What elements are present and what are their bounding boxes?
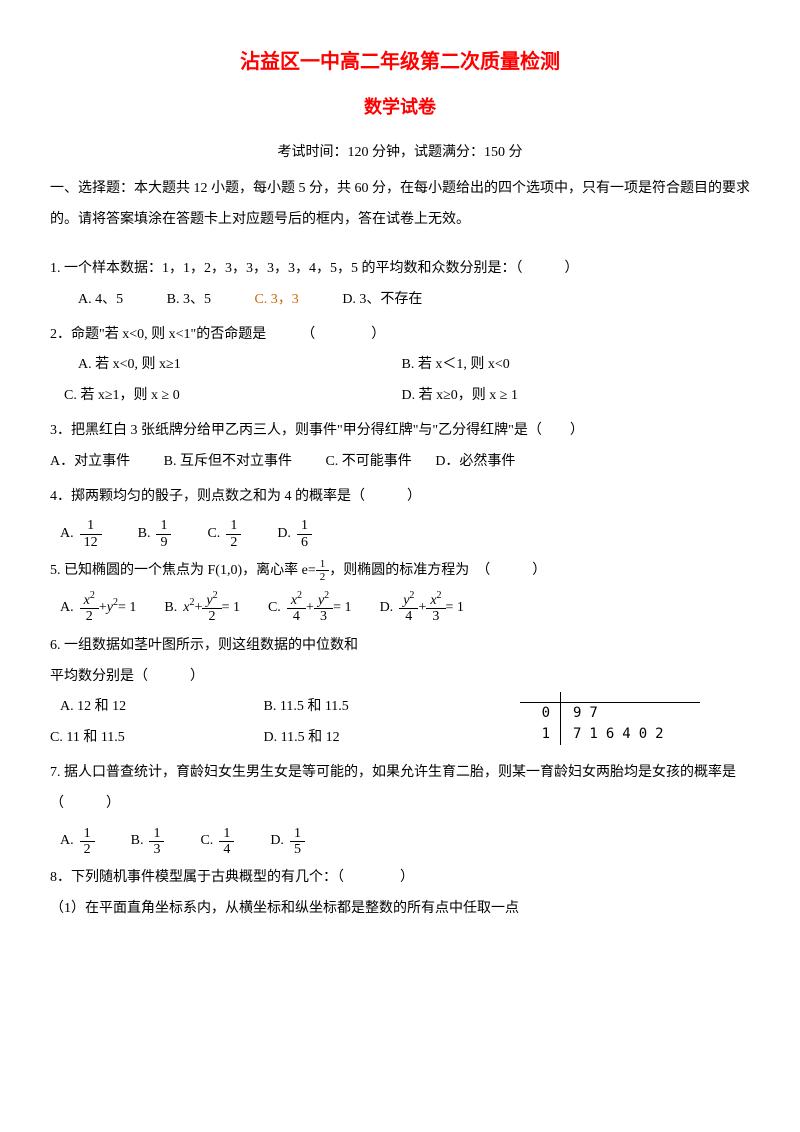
q7-optD-lbl: D. (270, 826, 284, 857)
q6-text1: 6. 一组数据如茎叶图所示，则这组数据的中位数和 (50, 631, 750, 662)
q5-text-b: ，则椭圆的标准方程为 （ ） (329, 563, 546, 578)
q7D-num: 1 (290, 826, 305, 842)
q5D-lbl: D. (380, 593, 394, 624)
q6: 6. 一组数据如茎叶图所示，则这组数据的中位数和 平均数分别是（ ） A. 12… (50, 631, 750, 754)
q7-optB-lbl: B. (131, 826, 144, 857)
q5B-lbl: B. (164, 593, 177, 624)
q4-optC-lbl: C. (207, 519, 220, 550)
q2-optC: C. 若 x≥1，则 x ≥ 0 (64, 381, 358, 412)
q5C-lbl: C. (268, 593, 281, 624)
q2-optB: B. 若 x＜1, 则 x<0 (402, 350, 510, 381)
q2-options: A. 若 x<0, 则 x≥1 B. 若 x＜1, 则 x<0 (78, 350, 750, 381)
q8-text: 8．下列随机事件模型属于古典概型的有几个：（ ） (50, 863, 750, 894)
q4C-den: 2 (226, 535, 241, 550)
q4-optB-lbl: B. (138, 519, 151, 550)
stem-leaf-plot: 097 1716402 (520, 692, 700, 745)
q6-optB: B. 11.5 和 11.5 (264, 692, 349, 723)
title-line2: 数学试卷 (50, 88, 750, 128)
q5A-lbl: A. (60, 593, 74, 624)
leaf-0: 97 (561, 703, 606, 724)
q7A-den: 2 (80, 842, 95, 857)
q7: 7. 据人口普查统计，育龄妇女生男生女是等可能的，如果允许生育二胎，则某一育龄妇… (50, 758, 750, 857)
q4B-num: 1 (156, 518, 171, 534)
q7-optA-lbl: A. (60, 826, 74, 857)
q3: 3．把黑红白 3 张纸牌分给甲乙丙三人，则事件"甲分得红牌"与"乙分得红牌"是（… (50, 416, 750, 478)
section-intro: 一、选择题：本大题共 12 小题，每小题 5 分，共 60 分，在每小题给出的四… (50, 174, 750, 236)
stem-1: 1 (520, 724, 561, 745)
q7B-num: 1 (149, 826, 164, 842)
q3-optB: B. 互斥但不对立事件 (164, 447, 292, 478)
q4A-den: 12 (80, 535, 102, 550)
q5-optA: A. x22 + y2 = 1 (60, 593, 136, 625)
q3-optA: A．对立事件 (50, 447, 130, 478)
q1-optD: D. 3、不存在 (342, 285, 422, 316)
q6-optC: C. 11 和 11.5 (50, 723, 220, 754)
q4A-num: 1 (80, 518, 102, 534)
q5-optB: B. x2 + y22 = 1 (164, 593, 240, 625)
q1-optA: A. 4、5 (78, 285, 123, 316)
q7-options: A.12 B.13 C.14 D.15 (60, 826, 750, 858)
q1-options: A. 4、5 B. 3、5 C. 3，3 D. 3、不存在 (78, 285, 750, 316)
q4B-den: 9 (156, 535, 171, 550)
q5-optD: D. y24 + x23 = 1 (380, 593, 464, 625)
q3-text: 3．把黑红白 3 张纸牌分给甲乙丙三人，则事件"甲分得红牌"与"乙分得红牌"是（… (50, 416, 750, 447)
q5-options: A. x22 + y2 = 1 B. x2 + y22 = 1 C. x24 +… (60, 593, 750, 625)
q7C-num: 1 (219, 826, 234, 842)
q8-sub1: （1）在平面直角坐标系内，从横坐标和纵坐标都是整数的所有点中任取一点 (50, 894, 750, 925)
q5-text-a: 5. 已知椭圆的一个焦点为 F(1,0)，离心率 e= (50, 563, 316, 578)
q4D-den: 6 (297, 535, 312, 550)
q7C-den: 4 (219, 842, 234, 857)
q4D-num: 1 (297, 518, 312, 534)
q3-optC: C. 不可能事件 (325, 447, 411, 478)
q2-optD: D. 若 x≥0，则 x ≥ 1 (402, 381, 518, 412)
q6-optD: D. 11.5 和 12 (264, 723, 340, 754)
q5-e-num: 1 (316, 558, 330, 571)
q7A-num: 1 (80, 826, 95, 842)
q1-optB: B. 3、5 (167, 285, 211, 316)
exam-info: 考试时间：120 分钟，试题满分：150 分 (50, 138, 750, 169)
q4-optA-lbl: A. (60, 519, 74, 550)
q3-optD: D．必然事件 (435, 447, 515, 478)
q6-optA: A. 12 和 12 (60, 692, 220, 723)
q4-options: A.112 B.19 C.12 D.16 (60, 518, 750, 550)
q7-optC-lbl: C. (200, 826, 213, 857)
q7D-den: 5 (290, 842, 305, 857)
q5-e-den: 2 (316, 571, 330, 583)
q5-optC: C. x24 + y23 = 1 (268, 593, 352, 625)
q6-text2: 平均数分别是（ ） (50, 662, 750, 693)
leaf-1: 716402 (561, 724, 672, 745)
q4: 4．掷两颗均匀的骰子，则点数之和为 4 的概率是（ ） A.112 B.19 C… (50, 482, 750, 551)
q4-text: 4．掷两颗均匀的骰子，则点数之和为 4 的概率是（ ） (50, 482, 750, 513)
q2: 2．命题"若 x<0, 则 x<1"的否命题是 （ ） A. 若 x<0, 则 … (50, 320, 750, 412)
q1: 1. 一个样本数据：1，1，2，3，3，3，3，4，5，5 的平均数和众数分别是… (50, 254, 750, 316)
q4C-num: 1 (226, 518, 241, 534)
q8: 8．下列随机事件模型属于古典概型的有几个：（ ） （1）在平面直角坐标系内，从横… (50, 863, 750, 925)
title-line1: 沾益区一中高二年级第二次质量检测 (50, 40, 750, 84)
q2-text: 2．命题"若 x<0, 则 x<1"的否命题是 （ ） (50, 320, 750, 351)
q1-text: 1. 一个样本数据：1，1，2，3，3，3，3，4，5，5 的平均数和众数分别是… (50, 254, 750, 285)
q1-optC: C. 3，3 (254, 285, 298, 316)
stem-0: 0 (520, 703, 561, 724)
q5: 5. 已知椭圆的一个焦点为 F(1,0)，离心率 e=12，则椭圆的标准方程为 … (50, 556, 750, 625)
q7-text: 7. 据人口普查统计，育龄妇女生男生女是等可能的，如果允许生育二胎，则某一育龄妇… (50, 758, 750, 820)
q4-optD-lbl: D. (277, 519, 291, 550)
q5-text: 5. 已知椭圆的一个焦点为 F(1,0)，离心率 e=12，则椭圆的标准方程为 … (50, 556, 750, 587)
q3-options: A．对立事件 B. 互斥但不对立事件 C. 不可能事件 D．必然事件 (50, 447, 750, 478)
q2-optA: A. 若 x<0, 则 x≥1 (78, 350, 358, 381)
q7B-den: 3 (149, 842, 164, 857)
